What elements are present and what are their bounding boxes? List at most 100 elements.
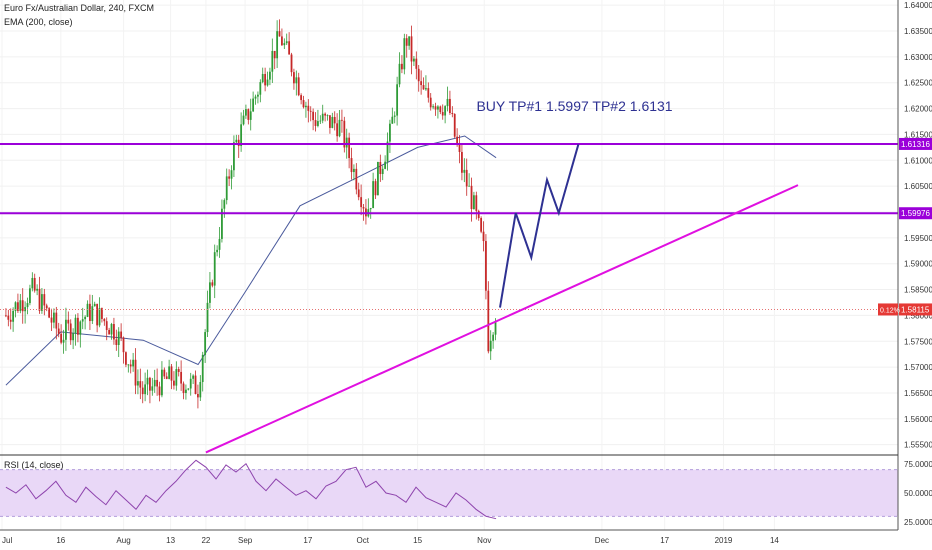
candle [295, 77, 298, 84]
candle [101, 308, 103, 319]
candlesticks [5, 19, 497, 409]
candle [475, 195, 478, 211]
candle [141, 387, 144, 395]
candle [168, 366, 171, 379]
candle [249, 111, 252, 120]
candle [139, 381, 142, 388]
time-tick-label: Dec [595, 536, 609, 545]
candle [185, 389, 187, 394]
candle [494, 322, 497, 335]
candle [389, 123, 391, 142]
candle [307, 105, 310, 111]
candle [401, 63, 403, 70]
candle [96, 303, 99, 326]
symbol-legend[interactable]: Euro Fx/Australian Dollar, 240, FXCM [4, 3, 155, 13]
projection-path[interactable] [499, 144, 580, 308]
candle [449, 98, 451, 113]
candle [492, 334, 495, 341]
price-tick-label: 1.55500 [904, 441, 932, 450]
candle [45, 305, 48, 309]
candle [427, 88, 430, 98]
candle [156, 379, 159, 387]
price-tick-label: 1.60500 [904, 182, 932, 191]
candle [285, 41, 288, 44]
candle [437, 106, 439, 110]
candle [439, 106, 442, 113]
rsi-legend[interactable]: RSI (14, close) [4, 460, 64, 470]
candle [33, 277, 36, 291]
candle [117, 331, 120, 345]
candle [293, 72, 295, 84]
rsi-axis[interactable]: 25.0000 50.0000 75.0000 [904, 460, 932, 527]
candle [441, 112, 444, 116]
candle [487, 290, 490, 352]
time-tick-label: 14 [770, 536, 779, 545]
candle [175, 369, 178, 386]
candle [194, 375, 197, 394]
candle [302, 100, 305, 108]
time-tick-label: 13 [166, 536, 175, 545]
candle [297, 77, 300, 96]
time-tick-label: Oct [357, 536, 370, 545]
candle [57, 328, 60, 334]
candle [230, 170, 233, 179]
candle [9, 319, 12, 322]
candle [398, 63, 401, 85]
candle [189, 378, 192, 389]
candle [199, 382, 202, 398]
candle [223, 200, 226, 209]
rsi-tick-label: 75.0000 [904, 460, 932, 469]
last-price-tag-bg [899, 303, 932, 316]
rsi-tick-label: 25.0000 [904, 518, 932, 527]
trade-annotation[interactable]: BUY TP#1 1.5997 TP#2 1.6131 [476, 98, 672, 114]
candle [105, 321, 108, 330]
candle [345, 137, 348, 148]
candle [7, 315, 10, 320]
candle [266, 79, 269, 86]
candle [341, 119, 343, 121]
candle [336, 123, 339, 137]
level-tag-text: 1.61316 [901, 140, 930, 149]
candle [67, 319, 70, 324]
price-tick-label: 1.61500 [904, 130, 932, 139]
candle [410, 36, 413, 62]
candle [36, 288, 39, 291]
candle [79, 321, 82, 335]
candle [309, 110, 312, 112]
candle [151, 386, 154, 391]
candle [213, 252, 216, 286]
candle [93, 303, 96, 307]
price-tick-label: 1.59000 [904, 260, 932, 269]
candle [305, 105, 307, 108]
price-tick-label: 1.61000 [904, 156, 932, 165]
rsi-line [5, 459, 497, 520]
candle [288, 41, 291, 55]
price-tick-label: 1.57000 [904, 363, 932, 372]
candle [477, 210, 480, 219]
candle [5, 315, 7, 317]
candle [473, 195, 475, 210]
candle [276, 31, 279, 59]
candle [204, 332, 207, 355]
trendline[interactable] [205, 184, 799, 454]
candle [110, 324, 113, 335]
candle [216, 249, 219, 253]
candle [84, 316, 87, 320]
candle [81, 319, 84, 322]
candle [353, 168, 355, 173]
ema-legend[interactable]: EMA (200, close) [4, 17, 73, 27]
candle [245, 109, 247, 116]
candle [405, 38, 408, 46]
candle [480, 218, 483, 232]
candle [403, 38, 406, 70]
candle [396, 84, 399, 116]
candle [264, 73, 267, 86]
candle [240, 124, 243, 147]
price-tick-label: 1.59500 [904, 234, 932, 243]
candle [254, 96, 257, 99]
change-tag-bg [878, 303, 898, 316]
candle [333, 116, 336, 124]
time-axis[interactable]: Jul 16 Aug 13 22 Sep 17 Oct 15 Nov Dec 17 2019 14 [2, 536, 779, 545]
price-tick-label: 1.63500 [904, 27, 932, 36]
